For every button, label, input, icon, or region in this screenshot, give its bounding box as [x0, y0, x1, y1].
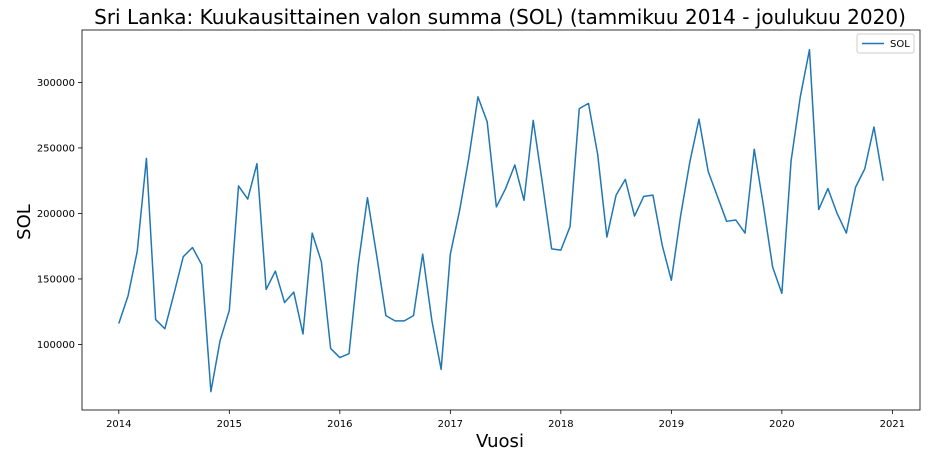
- y-tick-label: 300000: [37, 78, 75, 89]
- legend-label: SOL: [890, 39, 910, 50]
- x-tick-label: 2020: [769, 419, 794, 430]
- x-tick-label: 2018: [548, 419, 573, 430]
- x-tick-label: 2021: [880, 419, 905, 430]
- y-tick-label: 150000: [37, 274, 75, 285]
- x-tick-label: 2017: [438, 419, 463, 430]
- x-axis-label: Vuosi: [476, 431, 524, 452]
- x-tick-label: 2014: [106, 419, 131, 430]
- x-axis: 2014 2015 2016 2017 2018 2019 2020 2021: [106, 410, 905, 430]
- x-tick-label: 2019: [659, 419, 684, 430]
- y-axis: 100000 150000 200000 250000 300000: [37, 78, 82, 351]
- legend: SOL: [856, 33, 915, 54]
- series-line-sol: [118, 48, 884, 393]
- plot-area: [81, 29, 921, 411]
- x-tick-label: 2015: [217, 419, 242, 430]
- chart-title: Sri Lanka: Kuukausittainen valon summa (…: [94, 5, 906, 29]
- y-tick-label: 100000: [37, 340, 75, 351]
- y-axis-label: SOL: [14, 204, 35, 240]
- x-tick-label: 2016: [327, 419, 352, 430]
- y-tick-label: 250000: [37, 143, 75, 154]
- y-tick-label: 200000: [37, 209, 75, 220]
- legend-box: [856, 33, 915, 54]
